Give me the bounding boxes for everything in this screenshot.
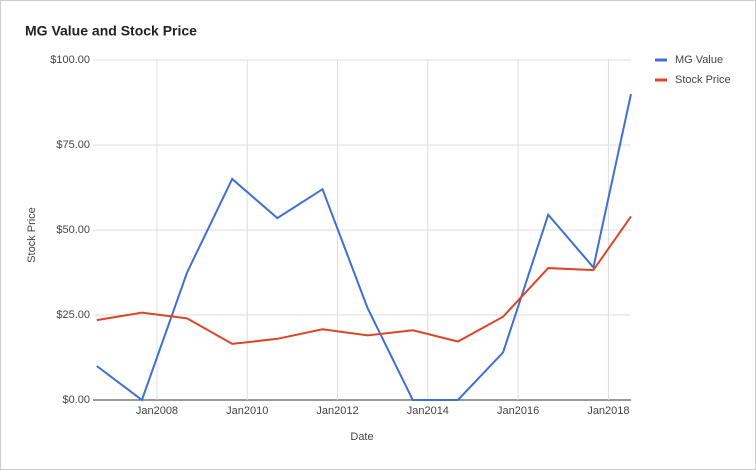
legend-label: Stock Price [675, 74, 731, 86]
x-tick-label: Jan2008 [136, 405, 178, 417]
y-tick-label: $75.00 [56, 139, 90, 151]
x-tick-label: Jan2018 [587, 405, 629, 417]
y-tick-label: $50.00 [56, 224, 90, 236]
chart-title: MG Value and Stock Price [25, 23, 197, 39]
data-line [96, 215, 632, 345]
x-tick-label: Jan2012 [316, 405, 358, 417]
x-tick-label: Jan2014 [407, 405, 449, 417]
y-axis-title: Stock Price [26, 207, 38, 263]
y-tick-label: $0.00 [62, 394, 90, 406]
y-tick-label: $25.00 [56, 309, 90, 321]
x-tick-label: Jan2010 [226, 405, 268, 417]
x-tick-label: Jan2016 [497, 405, 539, 417]
x-axis-title: Date [350, 431, 373, 443]
legend-label: MG Value [675, 54, 723, 66]
data-line [96, 93, 632, 402]
y-tick-label: $100.00 [50, 54, 90, 66]
